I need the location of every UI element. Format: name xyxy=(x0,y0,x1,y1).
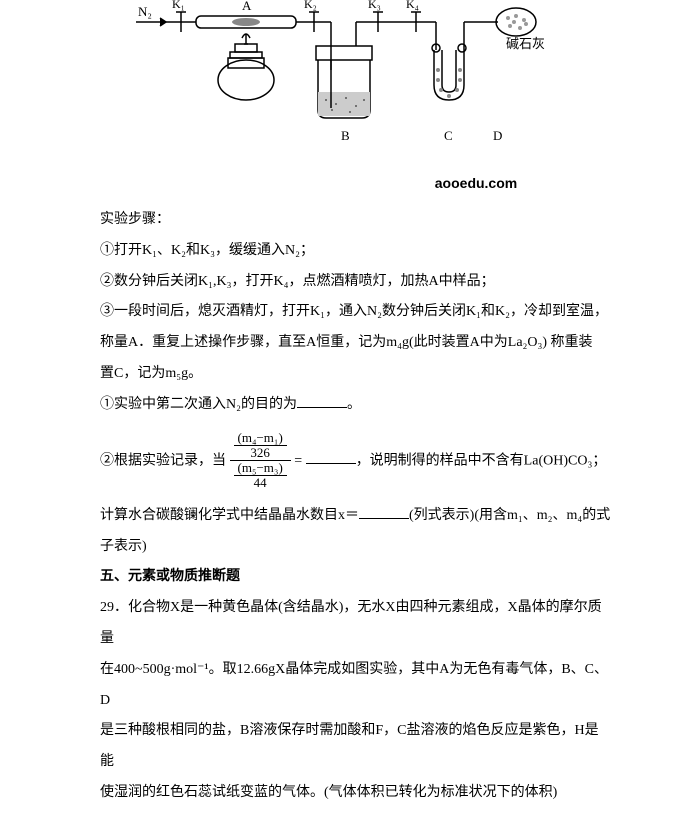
svg-text:A: A xyxy=(242,0,252,13)
calc-b: (列式表示)(用含m₁、m₂、m₄的式 xyxy=(409,508,610,523)
q2-pre: ②根据实验记录，当 xyxy=(100,453,226,468)
calc-line1: 计算水合碳酸镧化学式中结晶晶水数目x＝ (列式表示)(用含m₁、m₂、m₄的式 xyxy=(100,501,612,532)
step-3-line3: 置C，记为m₅g。 xyxy=(100,359,612,390)
svg-text:N₂: N₂ xyxy=(138,4,152,19)
content: 实验步骤： ①打开K₁、K₂和K₃，缓缓通入N₂； ②数分钟后关闭K₁,K₃，打… xyxy=(0,195,692,829)
blank-3 xyxy=(359,504,409,519)
frac-nd: 326 xyxy=(234,446,287,460)
watermark: aooedu.com xyxy=(260,175,692,191)
step-1: ①打开K₁、K₂和K₃，缓缓通入N₂； xyxy=(100,236,612,267)
question-1: ①实验中第二次通入N₂的目的为 。 xyxy=(100,390,612,421)
p29-line2: 在400~500g·mol⁻¹。取12.66gX晶体完成如图实验，其中A为无色有… xyxy=(100,655,612,717)
eq-sign: = xyxy=(294,453,305,468)
step-2: ②数分钟后关闭K₁,K₃，打开K₄，点燃酒精喷灯，加热A中样品； xyxy=(100,267,612,298)
svg-text:C: C xyxy=(444,128,453,143)
q1-text: ①实验中第二次通入N₂的目的为 xyxy=(100,397,297,412)
p29-line1: 29．化合物X是一种黄色晶体(含结晶水)，无水X由四种元素组成，X晶体的摩尔质量 xyxy=(100,593,612,655)
svg-text:K₄: K₄ xyxy=(406,0,419,11)
calc-line2: 子表示) xyxy=(100,532,612,563)
step-3-line2: 称量A．重复上述操作步骤，直至A恒重，记为m₄g(此时装置A中为La₂O₃) 称… xyxy=(100,328,612,359)
blank-1 xyxy=(297,393,347,408)
section-5-title: 五、元素或物质推断题 xyxy=(100,562,612,593)
step-3-line1: ③一段时间后，熄灭酒精灯，打开K₁，通入N₂数分钟后关闭K₁和K₂，冷却到室温， xyxy=(100,297,612,328)
outer-fraction: (m₄−m₁) 326 (m₅−m₃) 44 xyxy=(230,431,291,491)
upper-fraction: (m₄−m₁) 326 xyxy=(234,431,287,461)
q1-end: 。 xyxy=(347,397,361,412)
steps-header: 实验步骤： xyxy=(100,205,612,236)
svg-text:D: D xyxy=(493,128,502,143)
question-2: ②根据实验记录，当 (m₄−m₁) 326 (m₅−m₃) 44 = ，说明制得… xyxy=(100,431,612,491)
lower-fraction: (m₅−m₃) 44 xyxy=(234,461,287,491)
svg-text:B: B xyxy=(341,128,350,143)
svg-text:K₂: K₂ xyxy=(304,0,317,11)
blank-2 xyxy=(306,449,356,464)
p29-line4: 使湿润的红色石蕊试纸变蓝的气体。(气体体积已转化为标准状况下的体积) xyxy=(100,778,612,809)
apparatus-diagram: N₂ K₁ A K₂ K₃ xyxy=(0,0,692,165)
q2-post: ，说明制得的样品中不含有La(OH)CO₃； xyxy=(356,453,607,468)
svg-text:碱石灰: 碱石灰 xyxy=(506,36,545,51)
svg-text:K₃: K₃ xyxy=(368,0,381,11)
calc-a: 计算水合碳酸镧化学式中结晶晶水数目x＝ xyxy=(100,508,359,523)
frac-nn: (m₄−m₁) xyxy=(234,431,287,446)
frac-dd: 44 xyxy=(234,476,287,490)
p29-line3: 是三种酸根相同的盐，B溶液保存时需加酸和F，C盐溶液的焰色反应是紫色，H是能 xyxy=(100,716,612,778)
svg-text:K₁: K₁ xyxy=(172,0,185,11)
frac-dn: (m₅−m₃) xyxy=(234,461,287,476)
